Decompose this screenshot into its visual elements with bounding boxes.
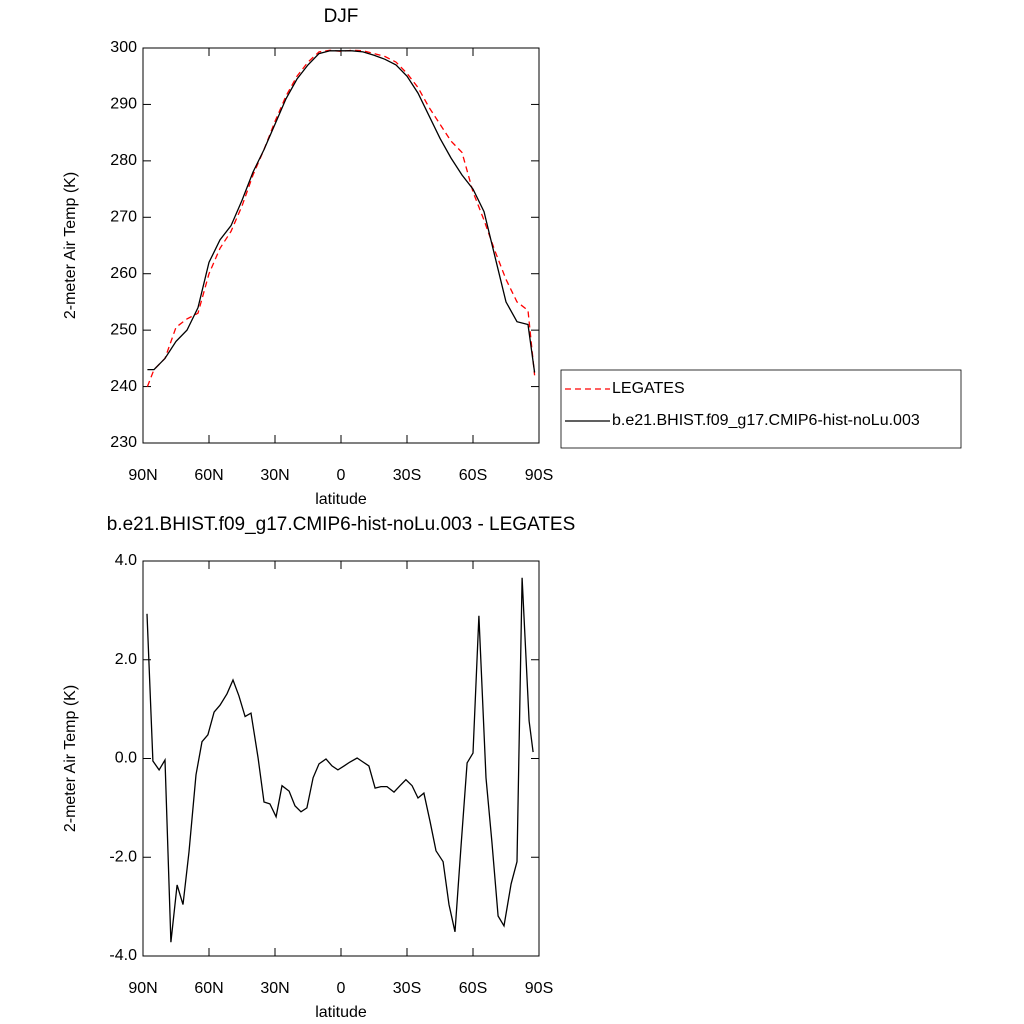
- x-tick-label: 0: [337, 980, 346, 997]
- x-tick-label: 90S: [525, 467, 553, 484]
- y-tick-label: 230: [110, 434, 137, 451]
- series-line: [146, 49, 536, 387]
- y-axis-label: 2-meter Air Temp (K): [62, 172, 79, 319]
- legend-box: [560, 369, 962, 449]
- x-tick-label: 90N: [128, 467, 157, 484]
- x-tick-label: 90N: [128, 980, 157, 997]
- x-axis-label: latitude: [315, 1004, 367, 1021]
- y-tick-label: 270: [110, 209, 137, 226]
- y-tick-label: 300: [110, 39, 137, 56]
- x-tick-label: 90S: [525, 980, 553, 997]
- x-axis-label: latitude: [315, 491, 367, 508]
- x-tick-label: 60S: [459, 467, 487, 484]
- x-tick-label: 30S: [393, 467, 421, 484]
- y-tick-label: 280: [110, 152, 137, 169]
- x-tick-label: 30N: [260, 467, 289, 484]
- y-tick-label: -4.0: [109, 947, 137, 964]
- x-tick-label: 30N: [260, 980, 289, 997]
- x-tick-label: 30S: [393, 980, 421, 997]
- y-axis-label: 2-meter Air Temp (K): [62, 685, 79, 832]
- y-tick-label: 240: [110, 378, 137, 395]
- y-tick-label: 4.0: [115, 552, 137, 569]
- y-tick-label: 2.0: [115, 651, 137, 668]
- y-tick-label: 250: [110, 321, 137, 338]
- plot-frame: [142, 47, 540, 444]
- x-tick-label: 60S: [459, 980, 487, 997]
- x-tick-label: 60N: [194, 467, 223, 484]
- y-tick-label: 290: [110, 96, 137, 113]
- y-tick-label: 260: [110, 265, 137, 282]
- y-tick-label: 0.0: [115, 750, 137, 767]
- chart-title: b.e21.BHIST.f09_g17.CMIP6-hist-noLu.003 …: [107, 514, 576, 535]
- x-tick-label: 0: [337, 467, 346, 484]
- legend-label: b.e21.BHIST.f09_g17.CMIP6-hist-noLu.003: [612, 412, 920, 429]
- chart-title: DJF: [324, 6, 359, 27]
- series-line: [147, 50, 536, 373]
- y-tick-label: -2.0: [109, 848, 137, 865]
- difference-line: [146, 577, 534, 943]
- legend-label: LEGATES: [612, 380, 685, 397]
- x-tick-label: 60N: [194, 980, 223, 997]
